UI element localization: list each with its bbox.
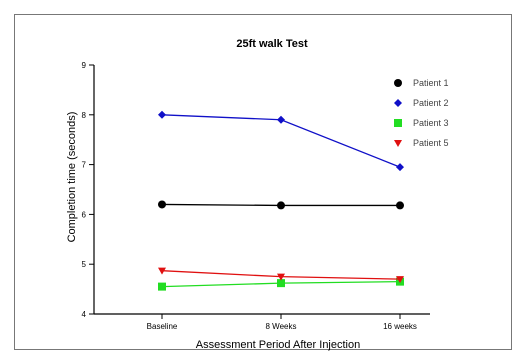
data-point-patient-3: [277, 279, 285, 288]
y-tick-label: 6: [82, 210, 87, 219]
y-axis-title: Completion time (seconds): [66, 112, 78, 243]
x-tick-label: Baseline: [147, 322, 178, 331]
legend-item-patient-1: Patient 1: [394, 78, 449, 88]
y-tick-label: 7: [82, 161, 87, 170]
legend-label-patient-3: Patient 3: [413, 118, 449, 128]
data-point-patient-5: [158, 267, 166, 275]
data-point-patient-1: [158, 200, 166, 209]
legend-item-patient-2: Patient 2: [394, 98, 449, 108]
series-patient-2: [158, 110, 404, 172]
data-point-patient-3: [158, 282, 166, 291]
data-point-patient-1: [396, 201, 404, 210]
data-point-patient-2: [396, 163, 404, 172]
data-point-patient-2: [158, 110, 166, 119]
legend-label-patient-1: Patient 1: [413, 78, 449, 88]
legend-label-patient-5: Patient 5: [413, 138, 449, 148]
y-tick-label: 4: [82, 310, 87, 319]
y-tick-label: 9: [82, 61, 87, 70]
x-axis-title: Assessment Period After Injection: [196, 339, 360, 351]
series-patient-1: [158, 200, 404, 210]
x-tick-label: 8 Weeks: [266, 322, 297, 331]
legend-item-patient-3: Patient 3: [394, 118, 449, 128]
y-tick-label: 8: [82, 111, 87, 120]
legend-item-patient-5: Patient 5: [394, 138, 449, 148]
legend-label-patient-2: Patient 2: [413, 98, 449, 108]
chart-title: 25ft walk Test: [236, 38, 308, 50]
legend-marker-patient-3: [394, 119, 402, 127]
legend-marker-patient-1: [394, 79, 402, 87]
x-tick-label: 16 weeks: [383, 322, 417, 331]
y-tick-label: 5: [82, 260, 87, 269]
data-point-patient-5: [396, 276, 404, 284]
series-patient-5: [158, 267, 404, 284]
chart-frame: [14, 14, 512, 350]
data-point-patient-2: [277, 115, 285, 124]
data-point-patient-1: [277, 201, 285, 210]
legend-marker-patient-5: [394, 140, 402, 147]
legend-marker-patient-2: [394, 99, 402, 107]
data-point-patient-5: [277, 273, 285, 281]
